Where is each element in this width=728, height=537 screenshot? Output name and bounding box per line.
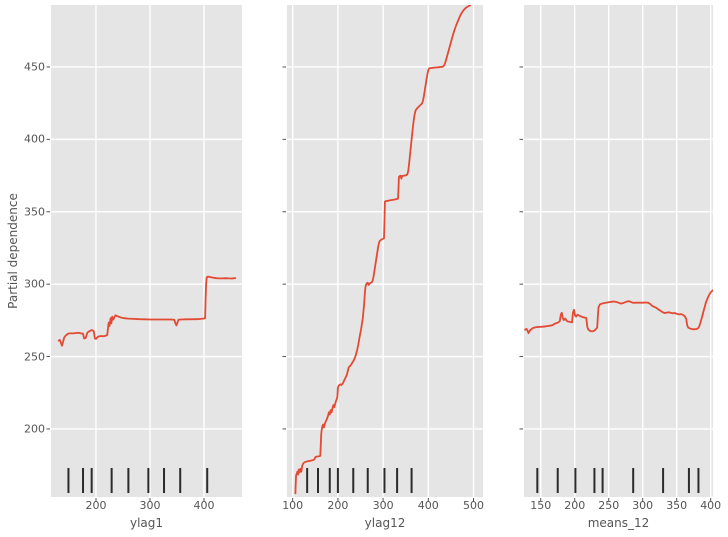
gridlines [287, 5, 483, 497]
rug-marks [67, 468, 209, 493]
pd-line [294, 5, 472, 495]
rug-marks [306, 468, 413, 493]
y-tick-label: 300 [24, 277, 45, 291]
x-tick-label: 300 [632, 499, 654, 512]
x-tick-label: 350 [666, 499, 688, 512]
x-tick-label: 200 [85, 499, 107, 512]
x-axis-label: ylag1 [129, 516, 164, 530]
y-tick-label: 400 [24, 132, 45, 146]
tick-marks [519, 66, 712, 502]
pd-line [524, 289, 713, 335]
y-tick-label: 350 [24, 205, 45, 219]
x-tick-label: 400 [700, 499, 722, 512]
x-axis-label: means_12 [587, 516, 650, 530]
panel-background [51, 5, 242, 497]
panel-background [524, 5, 713, 497]
x-tick-label: 300 [139, 499, 161, 512]
y-tick-label: 200 [24, 422, 45, 436]
x-tick-label: 100 [282, 499, 304, 512]
plot-area [519, 5, 713, 502]
plot-area [282, 5, 483, 502]
x-tick-label: 150 [530, 499, 552, 512]
x-tick-label: 200 [327, 499, 349, 512]
rug-marks [536, 468, 700, 493]
plot-area [46, 5, 242, 502]
gridlines [524, 5, 713, 497]
tick-marks [46, 66, 205, 502]
x-axis-label: ylag12 [364, 516, 406, 530]
gridlines [51, 5, 242, 497]
x-tick-label: 250 [598, 499, 620, 512]
subplot-means-12 [519, 5, 713, 502]
subplot-ylag1 [46, 5, 242, 502]
y-tick-label: 250 [24, 350, 45, 364]
pd-line [57, 275, 237, 347]
tick-marks [282, 66, 475, 502]
x-tick-label: 300 [372, 499, 394, 512]
subplot-ylag12 [282, 5, 483, 502]
x-tick-label: 500 [463, 499, 484, 512]
panel-background [287, 5, 483, 497]
y-tick-label: 450 [24, 60, 45, 74]
x-tick-label: 400 [417, 499, 439, 512]
x-tick-label: 200 [564, 499, 586, 512]
x-tick-label: 400 [193, 499, 215, 512]
